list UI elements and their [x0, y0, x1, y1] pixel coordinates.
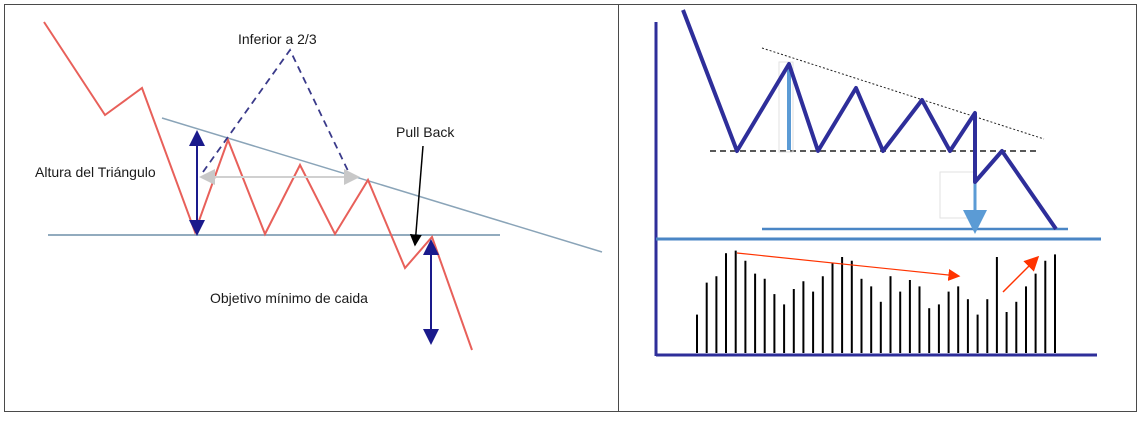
figure-frame	[4, 4, 1137, 412]
label-altura: Altura del Triángulo	[35, 164, 156, 180]
projection-dashed	[202, 48, 351, 176]
volume-bars	[696, 250, 1056, 353]
left-diagram: Inferior a 2/3 Altura del Triángulo Pull…	[35, 21, 603, 351]
price-zigzag	[681, 9, 1058, 231]
pullback-pointer	[409, 145, 424, 247]
panel-divider	[618, 4, 619, 412]
faint-box-a	[778, 61, 794, 153]
label-objetivo: Objetivo mínimo de caida	[210, 290, 368, 306]
resistance-line	[161, 117, 603, 253]
volume-rise-arrow	[1002, 255, 1040, 293]
dotted-resistance	[761, 47, 1045, 140]
price-line	[43, 21, 473, 351]
volume-trend-arrow	[736, 252, 961, 281]
label-inferior: Inferior a 2/3	[238, 31, 317, 47]
right-diagram	[654, 9, 1101, 357]
label-pullback: Pull Back	[396, 124, 455, 140]
faint-box-b	[939, 171, 975, 219]
